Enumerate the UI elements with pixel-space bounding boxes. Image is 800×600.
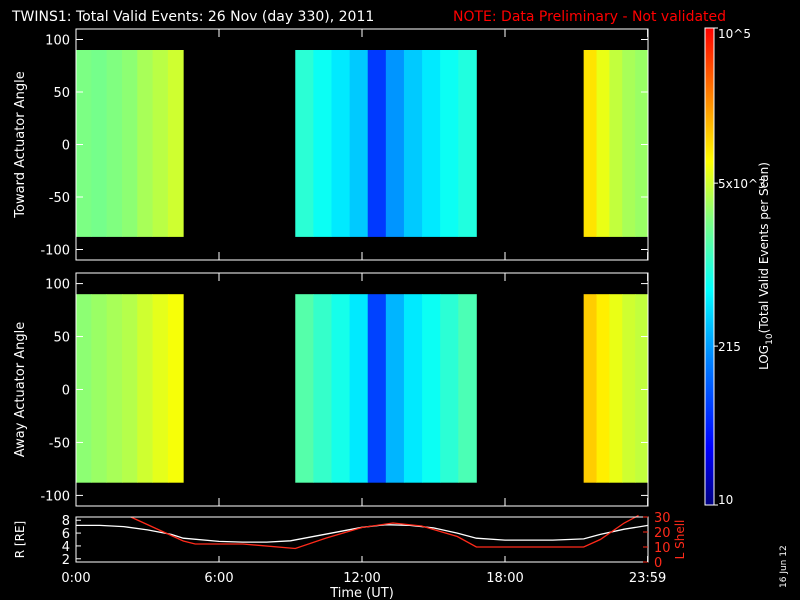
heatmap-cell — [385, 294, 405, 483]
heatmap-cell — [583, 294, 597, 483]
colorbar-tick-label: 10^5 — [718, 27, 751, 41]
time-axis: 0:00 6:00 12:00 18:00 23:59 Time (UT) — [61, 29, 666, 600]
y-tick-label: -50 — [49, 436, 70, 451]
y-axis-label: Toward Actuator Angle — [13, 71, 28, 218]
x-tick-label: 12:00 — [343, 571, 380, 586]
colorbar-tick-label: 215 — [718, 340, 741, 354]
y-tick-label: -50 — [49, 191, 70, 206]
y-tick-label-right: 10 — [654, 541, 671, 556]
heatmap-cell — [331, 294, 351, 483]
x-tick-label: 23:59 — [629, 571, 666, 586]
x-tick-label: 0:00 — [61, 571, 90, 586]
y-tick-label-right: 30 — [654, 511, 671, 526]
heatmap-cell — [121, 50, 138, 237]
heatmap-cell — [331, 50, 351, 237]
heatmap-cell — [91, 294, 108, 483]
y-tick-label-right: 0 — [654, 556, 662, 571]
y-tick-label: 2 — [62, 553, 70, 568]
x-tick-label: 6:00 — [204, 571, 233, 586]
heatmap-cell — [609, 50, 623, 237]
y-tick-label: 50 — [53, 331, 70, 346]
heatmap-cell — [137, 294, 154, 483]
toward-heatmap-panel: 100 50 0 -50 -100 Toward Actuator Angle — [13, 28, 649, 261]
heatmap-cell — [458, 50, 477, 237]
heatmap-cell — [422, 294, 441, 483]
x-tick-label: 18:00 — [486, 571, 523, 586]
heatmap-cell — [313, 50, 332, 237]
y-tick-label: -100 — [40, 244, 70, 259]
heatmap-cell — [403, 294, 423, 483]
heatmap-cell — [349, 50, 369, 237]
away-heatmap-panel: 100 50 0 -50 -100 Away Actuator Angle — [13, 272, 649, 507]
heatmap-cell — [91, 50, 108, 237]
heatmap-cell — [137, 50, 154, 237]
heatmap-cell — [403, 50, 423, 237]
heatmap-cell — [440, 294, 459, 483]
y-axis-label: Away Actuator Angle — [13, 322, 28, 457]
heatmap-cell — [367, 50, 387, 237]
y-tick-label: 8 — [62, 514, 70, 529]
heatmap-cell — [295, 294, 314, 483]
lshell-series-line — [130, 514, 639, 550]
preliminary-note: NOTE: Data Preliminary - Not validated — [453, 9, 726, 25]
heatmap-cell — [458, 294, 477, 483]
y-tick-label: 0 — [62, 384, 70, 399]
y-tick-label: 50 — [53, 86, 70, 101]
heatmap-cell — [622, 294, 636, 483]
heatmap-cell — [367, 294, 387, 483]
heatmap-cell — [313, 294, 332, 483]
heatmap-cell — [635, 50, 649, 237]
heatmap-cell — [152, 50, 169, 237]
heatmap-cell — [167, 294, 184, 483]
heatmap-cell — [596, 294, 610, 483]
heatmap-cell — [295, 50, 314, 237]
y-tick-label: 6 — [62, 527, 70, 542]
heatmap-cell — [349, 294, 369, 483]
heatmap-cell — [622, 50, 636, 237]
heatmap-cell — [76, 294, 92, 483]
colorbar: 10^5 5x10^3 215 10 LOG10(Total Valid Events… — [704, 27, 775, 507]
y-tick-label: 4 — [62, 540, 70, 555]
heatmap-cell — [635, 294, 649, 483]
colorbar-title: LOG10(Total Valid Events per Scan) — [757, 162, 775, 370]
heatmap-cell — [106, 294, 123, 483]
heatmap-cell — [76, 50, 92, 237]
y-tick-label-right: 20 — [654, 526, 671, 541]
date-stamp: 16 Jun 12 — [779, 545, 789, 588]
heatmap-cell — [583, 50, 597, 237]
y-axis-label-right: L Shell — [673, 520, 687, 560]
heatmap-cell — [121, 294, 138, 483]
colorbar-tick-label: 10 — [718, 493, 733, 507]
chart-title: TWINS1: Total Valid Events: 26 Nov (day … — [11, 9, 374, 25]
heatmap-cell — [152, 294, 169, 483]
heatmap-cell — [422, 50, 441, 237]
x-axis-label: Time (UT) — [329, 586, 394, 600]
heatmap-cell — [440, 50, 459, 237]
y-tick-label: 100 — [45, 34, 70, 49]
heatmap-cell — [596, 50, 610, 237]
colorbar-gradient — [704, 27, 715, 506]
y-tick-label: 0 — [62, 139, 70, 154]
colorbar-tick-label: 5x10^3 — [718, 177, 766, 191]
heatmap-cell — [385, 50, 405, 237]
heatmap-cell — [609, 294, 623, 483]
heatmap-cell — [167, 50, 184, 237]
heatmap-cell — [106, 50, 123, 237]
y-axis-label-left: R [RE] — [13, 521, 27, 558]
y-tick-label: 100 — [45, 278, 70, 293]
y-tick-label: -100 — [40, 489, 70, 504]
colorbar-ticks: 10^5 5x10^3 215 10 — [714, 27, 766, 507]
